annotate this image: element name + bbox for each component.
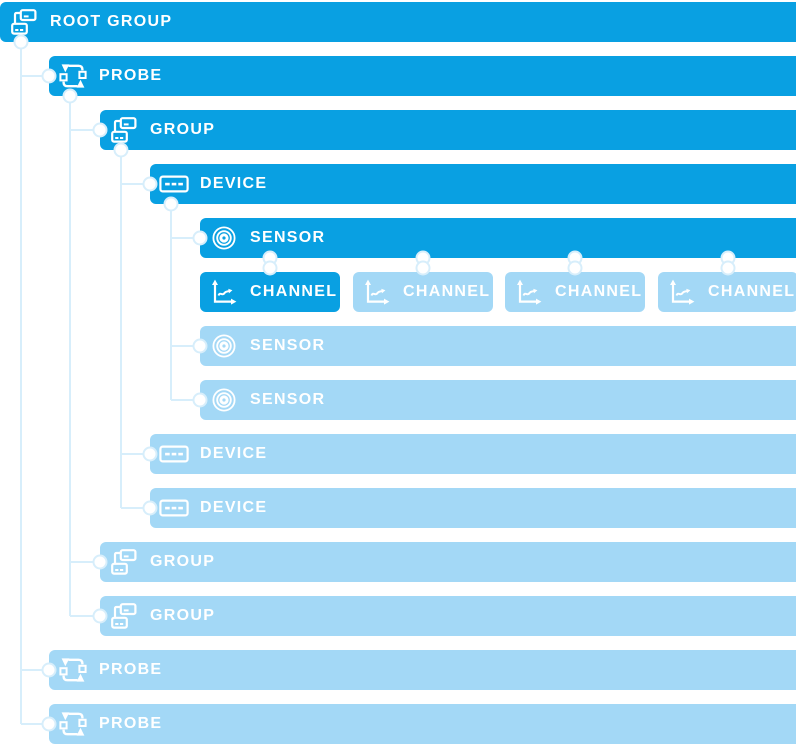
node-label: SENSOR bbox=[250, 336, 326, 354]
connector-line-horizontal bbox=[70, 561, 100, 563]
device-3-bar: DEVICE bbox=[150, 488, 796, 528]
connector-dot bbox=[264, 252, 276, 264]
connector-dot bbox=[264, 262, 276, 274]
root-group-bar: ROOT GROUP bbox=[0, 2, 796, 42]
node-label: GROUP bbox=[150, 606, 216, 624]
group-icon bbox=[9, 7, 39, 37]
connector-line-horizontal bbox=[171, 399, 200, 401]
sensor-icon bbox=[209, 385, 239, 415]
connector-line-horizontal bbox=[70, 129, 100, 131]
connector-line-horizontal bbox=[121, 183, 150, 185]
connector-line-vertical bbox=[69, 96, 71, 616]
connector-dot bbox=[144, 448, 156, 460]
sensor-3-bar: SENSOR bbox=[200, 380, 796, 420]
probe-icon bbox=[58, 709, 88, 739]
connector-dot bbox=[417, 262, 429, 274]
connector-dot bbox=[15, 36, 27, 48]
probe-icon bbox=[58, 61, 88, 91]
connector-dot bbox=[94, 610, 106, 622]
node-label: CHANNEL bbox=[403, 282, 491, 300]
channel-icon bbox=[362, 277, 392, 307]
node-label: DEVICE bbox=[200, 498, 268, 516]
device-icon bbox=[159, 169, 189, 199]
device-1-bar: DEVICE bbox=[150, 164, 796, 204]
connector-dot bbox=[43, 664, 55, 676]
connector-dot bbox=[64, 90, 76, 102]
connector-dot bbox=[569, 252, 581, 264]
connector-dot bbox=[722, 262, 734, 274]
connector-dot bbox=[417, 252, 429, 264]
node-label: GROUP bbox=[150, 120, 216, 138]
node-label: PROBE bbox=[99, 660, 163, 678]
node-label: SENSOR bbox=[250, 228, 326, 246]
channel-1-bar: CHANNEL bbox=[200, 272, 340, 312]
connector-line-vertical bbox=[120, 150, 122, 508]
connector-dot bbox=[144, 502, 156, 514]
node-label: CHANNEL bbox=[555, 282, 643, 300]
connector-dot bbox=[43, 70, 55, 82]
device-icon bbox=[159, 439, 189, 469]
node-label: CHANNEL bbox=[250, 282, 338, 300]
connector-line-horizontal bbox=[171, 237, 200, 239]
probe-2-bar: PROBE bbox=[49, 650, 796, 690]
group-1-bar: GROUP bbox=[100, 110, 796, 150]
channel-icon bbox=[514, 277, 544, 307]
channel-2-bar: CHANNEL bbox=[353, 272, 493, 312]
connector-line-horizontal bbox=[121, 507, 150, 509]
group-icon bbox=[109, 547, 139, 577]
group-icon bbox=[109, 115, 139, 145]
connector-line-horizontal bbox=[21, 669, 49, 671]
connector-dot bbox=[194, 232, 206, 244]
connector-line-horizontal bbox=[171, 345, 200, 347]
connector-line-vertical bbox=[20, 42, 22, 724]
group-2-bar: GROUP bbox=[100, 542, 796, 582]
connector-dot bbox=[94, 124, 106, 136]
connector-dot bbox=[194, 394, 206, 406]
sensor-icon bbox=[209, 223, 239, 253]
connector-line-horizontal bbox=[70, 615, 100, 617]
probe-3-bar: PROBE bbox=[49, 704, 796, 744]
connector-dot bbox=[194, 340, 206, 352]
node-label: SENSOR bbox=[250, 390, 326, 408]
node-label: DEVICE bbox=[200, 444, 268, 462]
channel-icon bbox=[667, 277, 697, 307]
connector-dot bbox=[94, 556, 106, 568]
node-label: PROBE bbox=[99, 714, 163, 732]
device-2-bar: DEVICE bbox=[150, 434, 796, 474]
connector-line-horizontal bbox=[121, 453, 150, 455]
channel-4-bar: CHANNEL bbox=[658, 272, 796, 312]
connector-dot bbox=[115, 144, 127, 156]
probe-1-bar: PROBE bbox=[49, 56, 796, 96]
connector-dot bbox=[569, 262, 581, 274]
sensor-icon bbox=[209, 331, 239, 361]
connector-line-horizontal bbox=[21, 723, 49, 725]
connector-dot bbox=[165, 198, 177, 210]
group-icon bbox=[109, 601, 139, 631]
node-label: CHANNEL bbox=[708, 282, 796, 300]
sensor-2-bar: SENSOR bbox=[200, 326, 796, 366]
node-label: ROOT GROUP bbox=[50, 12, 173, 30]
channel-3-bar: CHANNEL bbox=[505, 272, 645, 312]
connector-line-vertical bbox=[170, 204, 172, 400]
connector-dot bbox=[43, 718, 55, 730]
sensor-1-bar: SENSOR bbox=[200, 218, 796, 258]
connector-dot bbox=[144, 178, 156, 190]
probe-icon bbox=[58, 655, 88, 685]
node-label: DEVICE bbox=[200, 174, 268, 192]
connector-line-horizontal bbox=[21, 75, 49, 77]
channel-icon bbox=[209, 277, 239, 307]
group-3-bar: GROUP bbox=[100, 596, 796, 636]
device-icon bbox=[159, 493, 189, 523]
node-label: PROBE bbox=[99, 66, 163, 84]
connector-dot bbox=[722, 252, 734, 264]
node-label: GROUP bbox=[150, 552, 216, 570]
